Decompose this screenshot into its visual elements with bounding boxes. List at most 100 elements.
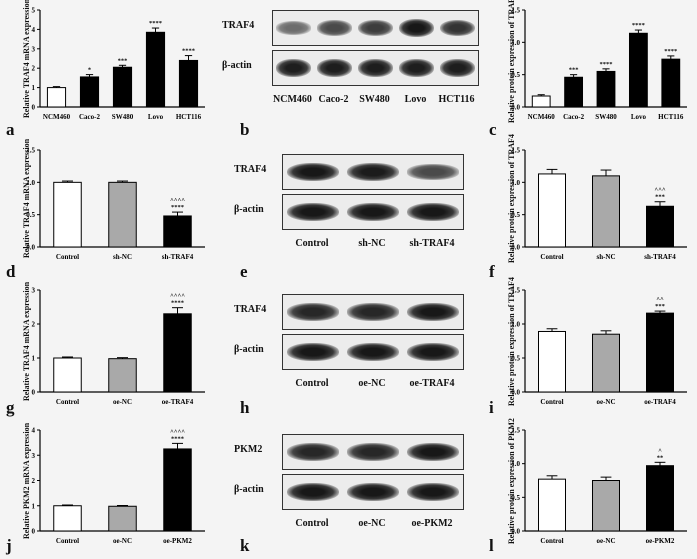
x-tick-label: Control: [540, 398, 563, 406]
y-axis-label: Relative protein expression of TRAF4: [507, 276, 516, 406]
blot-row-label: TRAF4: [222, 20, 255, 31]
blot-band: [347, 443, 399, 461]
blot-b: TRAF4 β-actin NCM460 Caco-2 SW480 Lovo HCT116: [222, 8, 482, 133]
bar-Control: [53, 181, 82, 248]
x-tick-label: Lovo: [148, 113, 164, 121]
blot-band: [316, 20, 353, 36]
x-tick-label: Control: [56, 253, 79, 261]
blot-lane-label: NCM460: [273, 94, 312, 105]
x-tick-label: oe-PKM2: [163, 537, 192, 545]
blot-lane-label: sh-TRAF4: [409, 238, 455, 249]
panel-letter-l: l: [489, 536, 494, 555]
panel-letter-d: d: [6, 262, 16, 281]
blot-lane-label: sh-NC: [358, 238, 386, 249]
blot-band: [439, 58, 476, 78]
chart-a-svg: 0 1 2 3 4 5 NCM460 Caco-2 * SW480 *** Lovo **** HCT11…: [32, 7, 205, 121]
x-tick-label: oe-NC: [113, 537, 132, 545]
bar-oe-TRAF4: [646, 312, 674, 393]
chart-g: 0 1 2 3 Control oe-NC oe-TRAF4 ^^^^ **** Relative…: [0, 280, 215, 420]
blot-band: [287, 202, 339, 222]
blot-lane-label: oe-TRAF4: [409, 378, 455, 389]
blot-strip: [272, 10, 479, 46]
x-tick-label: sh-TRAF4: [644, 253, 676, 261]
blot-band: [398, 18, 435, 38]
x-tick-label: Control: [540, 253, 563, 261]
y-tick-label: 0.0: [26, 244, 35, 252]
chart-l-svg: 0.0 0.5 1.0 1.5 Control oe-NC oe-PKM2 ^**: [511, 427, 687, 545]
blot-strip: [282, 334, 464, 370]
significance-label: ^^^^: [170, 293, 185, 300]
blot-k: PKM2 β-actin Control oe-NC oe-PKM2: [222, 428, 482, 553]
significance-label: ****: [182, 48, 195, 55]
panel-letter-b: b: [240, 120, 250, 139]
x-tick-label: oe-NC: [596, 537, 615, 545]
chart-a: 0 1 2 3 4 5 NCM460 Caco-2 * SW480 *** Lovo **** HCT11…: [0, 0, 215, 135]
panel-letter-h: h: [240, 398, 250, 417]
blot-band: [347, 303, 399, 321]
chart-f-svg: 0.0 0.5 1.0 1.5 Control sh-NC sh-TRAF4 ^^^***: [511, 147, 687, 261]
significance-label: ****: [664, 48, 677, 55]
y-tick-label: 1.0: [511, 460, 520, 468]
blot-band: [287, 482, 339, 502]
bar-Lovo: [628, 32, 648, 108]
significance-label: ****: [632, 22, 645, 29]
bar-Control: [538, 330, 566, 393]
bar-sh-NC: [108, 181, 137, 248]
blot-lane-label: Control: [295, 378, 329, 389]
y-axis-label: Relative TRAF4 mRNA expression: [22, 0, 31, 118]
blot-band: [407, 482, 459, 502]
blot-band: [398, 58, 435, 78]
blot-band: [407, 202, 459, 222]
blot-band: [275, 58, 312, 78]
chart-i-svg: 0.0 0.5 1.0 1.5 Control oe-NC oe-TRAF4 ^^***: [511, 287, 687, 406]
blot-lane-label: Lovo: [404, 94, 427, 105]
blot-strip: [282, 474, 464, 510]
y-tick-label: 1.0: [511, 321, 520, 329]
blot-band: [347, 342, 399, 362]
blot-lane-label: Caco-2: [318, 94, 349, 105]
significance-label: ****: [600, 61, 613, 68]
blot-strip: [282, 194, 464, 230]
x-tick-label: oe-TRAF4: [162, 398, 194, 406]
y-tick-label: 2: [32, 65, 36, 73]
blot-row-label: β-actin: [234, 204, 264, 215]
bar-sh-TRAF4: [646, 205, 674, 248]
y-tick-label: 3: [32, 452, 36, 460]
blot-band: [347, 482, 399, 502]
blot-band: [407, 302, 459, 322]
y-tick-label: 4: [32, 26, 36, 34]
x-tick-label: HCT116: [658, 113, 684, 121]
blot-band: [439, 19, 476, 37]
blot-band: [407, 442, 459, 462]
blot-band: [357, 19, 394, 37]
bar-oe-PKM2: [163, 448, 192, 532]
x-tick-label: Caco-2: [563, 113, 584, 121]
y-axis-label: Relative protein expression of PKM2: [507, 417, 516, 544]
bar-SW480: [596, 70, 616, 108]
y-tick-label: 0.5: [511, 71, 520, 79]
y-tick-label: 1: [32, 355, 36, 363]
y-tick-label: 2: [32, 477, 36, 485]
bar-Caco-2: [79, 76, 100, 108]
chart-i: 0.0 0.5 1.0 1.5 Control oe-NC oe-TRAF4 ^^ *** Rel…: [485, 276, 697, 420]
y-tick-label: 1.5: [26, 147, 35, 155]
blot-strip: [282, 434, 464, 470]
significance-label: ***: [655, 303, 665, 310]
significance-label: ^^^^: [170, 197, 185, 204]
blot-strip: [272, 50, 479, 86]
blot-band: [287, 342, 339, 362]
blot-lane-label: Control: [295, 238, 329, 249]
y-tick-label: 2: [32, 321, 36, 329]
bar-Control: [53, 505, 82, 532]
panel-letter-f: f: [489, 262, 495, 281]
y-tick-label: 1.5: [511, 7, 520, 15]
y-tick-label: 0.0: [511, 104, 520, 112]
y-tick-label: 0.0: [511, 528, 520, 536]
y-axis-label: Relative protein expression of TRAF4: [507, 134, 516, 263]
blot-band: [275, 21, 312, 35]
chart-f: 0.0 0.5 1.0 1.5 Control sh-NC sh-TRAF4 ^^^ *** Re…: [485, 134, 697, 275]
x-tick-label: Control: [56, 398, 79, 406]
blot-strip: [282, 294, 464, 330]
blot-lane-label: HCT116: [438, 94, 475, 105]
bar-NCM460: [46, 87, 67, 108]
